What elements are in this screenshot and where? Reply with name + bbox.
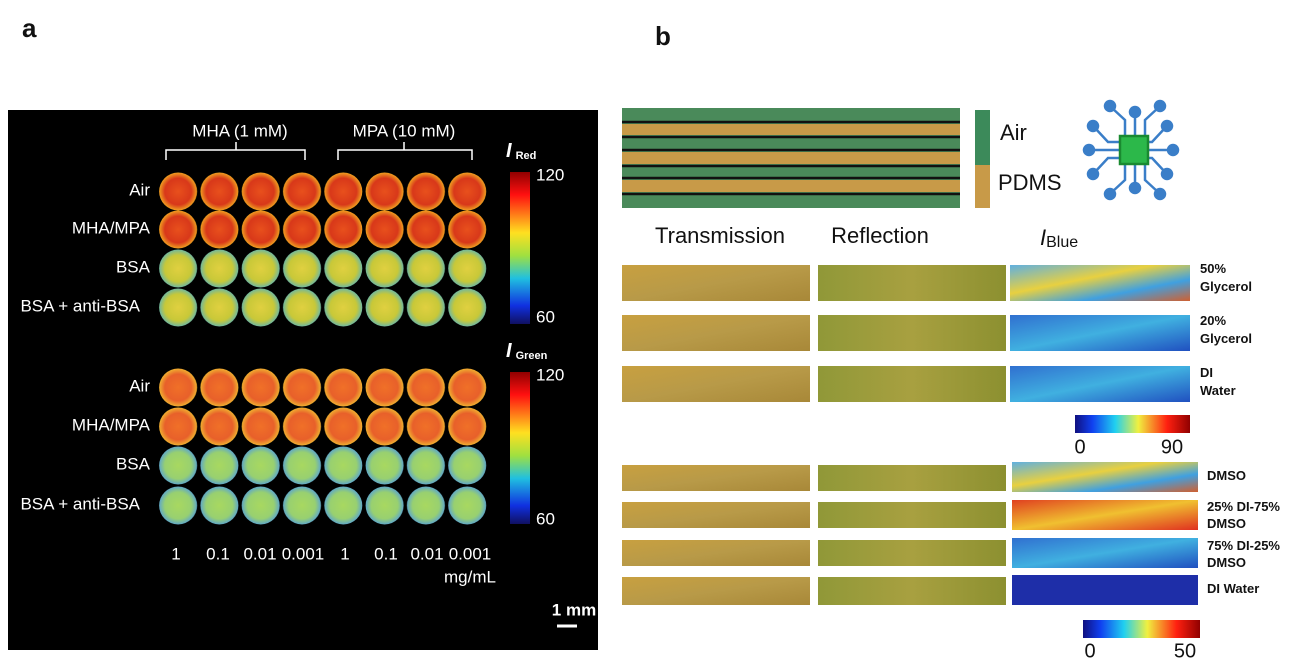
column-header: IBlue: [1040, 225, 1078, 251]
svg-text:50%Glycerol: 50% Glycerol: [1200, 261, 1252, 294]
well-row: [158, 249, 489, 288]
row-label: Air: [129, 180, 150, 199]
figure: a MHA (1 mM) MPA (10 mM) Air MHA/MPA BSA…: [0, 0, 1292, 664]
column-label: 1: [171, 544, 180, 563]
unit-label: mg/mL: [444, 567, 496, 586]
colorbar-tick: 60: [536, 307, 555, 326]
colorbar: [1083, 620, 1200, 638]
column-label: 0.001: [282, 544, 325, 563]
colorbar: [510, 172, 530, 324]
sample-label: DMSO: [1207, 555, 1246, 570]
panel-label: a: [22, 13, 37, 43]
colorbar-tick: 120: [536, 365, 564, 384]
sample-label: 50%: [1200, 261, 1226, 276]
image-strips: [622, 265, 1198, 605]
well-row: [158, 486, 489, 525]
sample-label: Water: [1200, 383, 1236, 398]
well-row: [158, 172, 489, 211]
colorbar-tick: 0: [1084, 640, 1095, 662]
row-label: BSA: [116, 257, 151, 276]
colorbar: [1075, 415, 1190, 433]
colorbar: [510, 372, 530, 524]
column-label: 0.1: [206, 544, 230, 563]
column-label: 1: [340, 544, 349, 563]
row-label: BSA + anti-BSA: [20, 494, 140, 513]
group-label: MHA (1 mM): [192, 121, 287, 140]
sample-label: Glycerol: [1200, 279, 1252, 294]
column-label: 0.01: [410, 544, 443, 563]
legend-swatch: [975, 165, 990, 208]
svg-text:25% DI-75%DMSO: 25% DI-75% DMSO: [1207, 499, 1280, 531]
well-row: [158, 446, 489, 485]
well-row: [158, 210, 489, 249]
colorbar-tick: 0: [1074, 436, 1085, 458]
sample-label: DI Water: [1207, 581, 1259, 596]
well-row: [158, 368, 489, 407]
well-row: [158, 288, 489, 327]
column-header: Transmission: [655, 223, 785, 248]
svg-text:DMSO: DMSO: [1207, 468, 1246, 483]
colorbar-tick: 90: [1161, 436, 1183, 458]
row-label: BSA + anti-BSA: [20, 296, 140, 315]
sample-labels: 50% Glycerol 20% Glycerol DI Water DMSO 25%…: [1200, 261, 1280, 596]
column-label: 0.1: [374, 544, 398, 563]
chip-icon: [1084, 101, 1178, 199]
colorbar-tick: 50: [1174, 640, 1196, 662]
sample-label: DMSO: [1207, 516, 1246, 531]
sample-label: Glycerol: [1200, 331, 1252, 346]
svg-text:DI Water: DI Water: [1207, 581, 1259, 596]
row-label: MHA/MPA: [72, 218, 151, 237]
sample-label: 75% DI-25%: [1207, 538, 1280, 553]
sample-label: 25% DI-75%: [1207, 499, 1280, 514]
column-label: 0.001: [449, 544, 492, 563]
colorbar-tick: 120: [536, 165, 564, 184]
sample-label: DI: [1200, 365, 1213, 380]
scale-bar-label: 1 mm: [552, 600, 596, 619]
group-label: MPA (10 mM): [353, 121, 456, 140]
svg-text:75% DI-25%DMSO: 75% DI-25% DMSO: [1207, 538, 1280, 570]
legend-swatch: [975, 110, 990, 165]
legend-label: PDMS: [998, 170, 1062, 195]
page: {"panel_a": {"label": "a", "groups": ["M…: [0, 0, 1292, 664]
svg-text:20%Glycerol: 20% Glycerol: [1200, 313, 1252, 346]
column-header: Reflection: [831, 223, 929, 248]
legend-label: Air: [1000, 120, 1027, 145]
well-row: [158, 407, 489, 446]
sample-label: 20%: [1200, 313, 1226, 328]
panel-label: b: [655, 21, 671, 51]
row-label: MHA/MPA: [72, 415, 151, 434]
channel-image: [622, 108, 960, 208]
sample-label: DMSO: [1207, 468, 1246, 483]
column-label: 0.01: [243, 544, 276, 563]
row-label: Air: [129, 376, 150, 395]
row-label: BSA: [116, 454, 151, 473]
colorbar-tick: 60: [536, 509, 555, 528]
